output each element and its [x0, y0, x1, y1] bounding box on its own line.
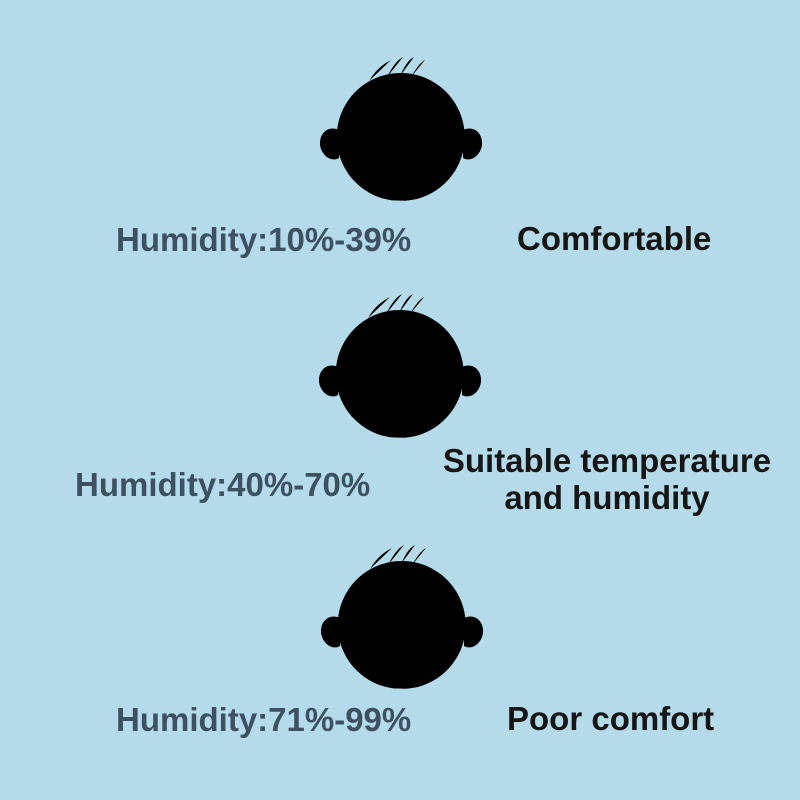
comfort-level-label: Poor comfort — [507, 700, 715, 737]
happy-face-icon — [318, 294, 482, 438]
sad-face-icon — [319, 57, 483, 201]
humidity-range-label: Humidity:71%-99% — [116, 701, 412, 738]
comfort-level-label: Suitable temperature and humidity — [442, 442, 772, 516]
sad-face-icon — [320, 545, 484, 689]
humidity-range-label: Humidity:40%-70% — [75, 466, 371, 503]
comfort-level-label: Comfortable — [517, 220, 712, 257]
humidity-range-label: Humidity:10%-39% — [116, 221, 412, 258]
